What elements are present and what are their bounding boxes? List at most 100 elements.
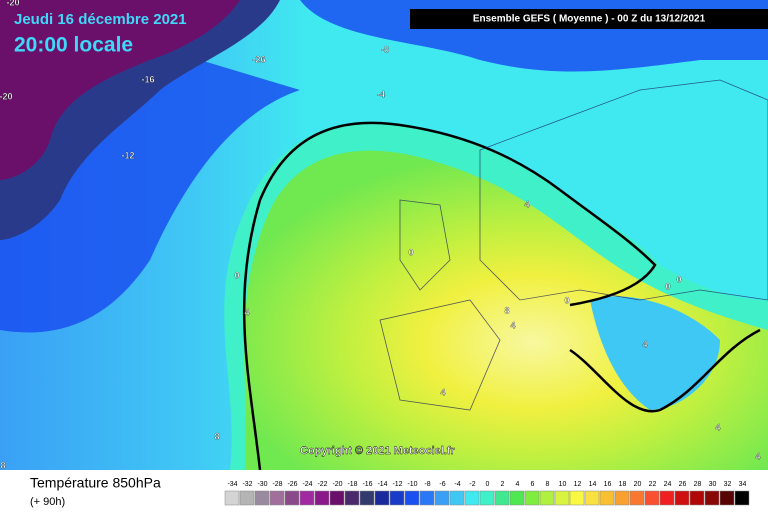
legend-swatch bbox=[314, 490, 330, 506]
forecast-time: 20:00 locale bbox=[14, 34, 133, 57]
legend-label: -4 bbox=[454, 481, 460, 488]
legend-label: 14 bbox=[589, 481, 597, 488]
legend-swatch bbox=[434, 490, 450, 506]
legend-swatch bbox=[419, 490, 435, 506]
contour-label: 4 bbox=[524, 199, 529, 209]
legend-swatch bbox=[254, 490, 270, 506]
contour-label: -16 bbox=[141, 74, 154, 84]
legend-label: -20 bbox=[332, 481, 342, 488]
legend-label: -8 bbox=[424, 481, 430, 488]
run-box bbox=[410, 9, 768, 29]
legend-label: 16 bbox=[604, 481, 612, 488]
contour-label: -4 bbox=[377, 89, 385, 99]
footer-lead: (+ 90h) bbox=[30, 496, 65, 508]
contour-label: 0 bbox=[676, 274, 681, 284]
contour-label: -20 bbox=[0, 91, 13, 101]
legend-swatch bbox=[509, 490, 525, 506]
contour-label: 4 bbox=[642, 339, 647, 349]
legend-swatch bbox=[689, 490, 705, 506]
legend-label: 22 bbox=[649, 481, 657, 488]
contour-label: 8 bbox=[504, 305, 509, 315]
legend-label: -28 bbox=[272, 481, 282, 488]
legend-label: -6 bbox=[439, 481, 445, 488]
zero-isotherm bbox=[559, 188, 761, 413]
legend-label: -26 bbox=[287, 481, 297, 488]
legend-label: 28 bbox=[694, 481, 702, 488]
legend-swatch bbox=[584, 490, 600, 506]
legend-swatch bbox=[239, 490, 255, 506]
legend-label: -24 bbox=[302, 481, 312, 488]
copyright: Copyright © 2021 Meteociel.fr bbox=[300, 445, 456, 457]
legend-swatch bbox=[494, 490, 510, 506]
legend-label: -30 bbox=[257, 481, 267, 488]
legend-label: 10 bbox=[559, 481, 567, 488]
contour-label: 0 bbox=[408, 247, 413, 257]
legend-label: 12 bbox=[574, 481, 582, 488]
legend-label: 18 bbox=[619, 481, 627, 488]
legend-swatch bbox=[224, 490, 240, 506]
legend-swatch bbox=[569, 490, 585, 506]
legend-swatch bbox=[704, 490, 720, 506]
legend-swatch bbox=[479, 490, 495, 506]
coastlines bbox=[379, 79, 768, 411]
legend-swatch bbox=[644, 490, 660, 506]
legend-swatch bbox=[554, 490, 570, 506]
cool-pocket bbox=[590, 296, 720, 410]
legend-label: -16 bbox=[362, 481, 372, 488]
legend-swatch bbox=[659, 490, 675, 506]
legend-label: 20 bbox=[634, 481, 642, 488]
legend-swatch bbox=[449, 490, 465, 506]
run-info: Ensemble GEFS ( Moyenne ) - 00 Z du 13/1… bbox=[473, 14, 706, 25]
legend-swatch bbox=[374, 490, 390, 506]
legend-label: 0 bbox=[486, 481, 490, 488]
contour-label: 0 bbox=[665, 281, 670, 291]
contour-label: 4 bbox=[440, 387, 445, 397]
contour-label: -8 bbox=[381, 44, 389, 54]
legend-swatch bbox=[734, 490, 750, 506]
footer-title: Température 850hPa bbox=[30, 475, 161, 491]
legend-swatch bbox=[404, 490, 420, 506]
forecast-date: Jeudi 16 décembre 2021 bbox=[14, 11, 187, 28]
cold-zone bbox=[0, 0, 768, 332]
legend-swatch bbox=[674, 490, 690, 506]
legend-label: 4 bbox=[516, 481, 520, 488]
arctic-zone bbox=[0, 0, 240, 180]
legend-swatch bbox=[299, 490, 315, 506]
legend-label: -10 bbox=[407, 481, 417, 488]
contour-label: -12 bbox=[121, 150, 134, 160]
legend-label: -14 bbox=[377, 481, 387, 488]
contour-label: -20 bbox=[6, 0, 19, 7]
legend-swatch bbox=[284, 490, 300, 506]
legend-label: -18 bbox=[347, 481, 357, 488]
legend-label: 32 bbox=[724, 481, 732, 488]
contour-label: 8 bbox=[0, 460, 5, 470]
legend-label: 30 bbox=[709, 481, 717, 488]
legend-swatch bbox=[719, 490, 735, 506]
legend-label: 8 bbox=[546, 481, 550, 488]
legend-label: 26 bbox=[679, 481, 687, 488]
contour-label: 4 bbox=[244, 307, 249, 317]
legend-swatch bbox=[539, 490, 555, 506]
legend-label: -34 bbox=[227, 481, 237, 488]
contour-label: 4 bbox=[755, 451, 760, 461]
contour-label: 8 bbox=[214, 431, 219, 441]
legend-label: -2 bbox=[469, 481, 475, 488]
legend-label: -12 bbox=[392, 481, 402, 488]
legend-label: -22 bbox=[317, 481, 327, 488]
legend-label: -32 bbox=[242, 481, 252, 488]
legend-swatch bbox=[269, 490, 285, 506]
legend-swatch bbox=[629, 490, 645, 506]
legend-swatch bbox=[389, 490, 405, 506]
legend-label: 6 bbox=[531, 481, 535, 488]
legend-swatch bbox=[524, 490, 540, 506]
legend-label: 34 bbox=[739, 481, 747, 488]
contour-label: -26 bbox=[252, 54, 265, 64]
legend-swatch bbox=[329, 490, 345, 506]
legend-label: 24 bbox=[664, 481, 672, 488]
contour-label: 4 bbox=[715, 422, 720, 432]
contour-label: 0 bbox=[234, 270, 239, 280]
legend-label: 2 bbox=[501, 481, 505, 488]
legend-swatch bbox=[599, 490, 615, 506]
contour-label: 4 bbox=[510, 320, 515, 330]
